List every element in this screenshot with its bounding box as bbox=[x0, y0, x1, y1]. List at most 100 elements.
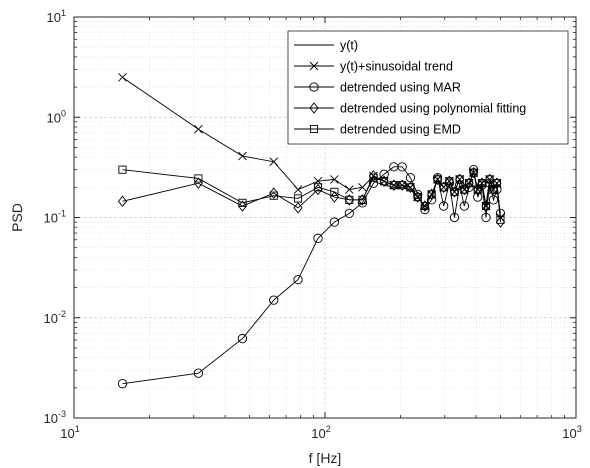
series-5-point bbox=[194, 174, 203, 183]
series-4-point bbox=[444, 175, 454, 187]
series-3-point bbox=[269, 295, 279, 305]
x-tick-label: 103 bbox=[562, 424, 581, 441]
series-2-point-stroke bbox=[194, 124, 203, 134]
y-tick-exponent: 0 bbox=[61, 108, 66, 118]
series-3-point bbox=[459, 201, 469, 211]
series-3-point bbox=[439, 201, 449, 211]
legend-label: y(t) bbox=[340, 39, 358, 53]
y-tick-base: 10 bbox=[44, 411, 58, 426]
series-5-point bbox=[406, 183, 415, 192]
series-5-point bbox=[238, 198, 247, 207]
series-5-point bbox=[477, 179, 487, 188]
series-4-point bbox=[397, 179, 407, 191]
legend-marker bbox=[309, 102, 319, 114]
series-2-point-stroke bbox=[358, 183, 367, 192]
series-3-point bbox=[481, 212, 491, 223]
y-tick-label: 100 bbox=[47, 108, 66, 125]
series-5-point bbox=[398, 181, 407, 190]
series-5-point bbox=[294, 194, 303, 203]
series-4-point bbox=[439, 181, 449, 194]
series-4-point bbox=[405, 181, 416, 194]
x-tick-label: 101 bbox=[60, 424, 79, 441]
legend-label: detrended using polynomial fitting bbox=[340, 102, 526, 116]
x-tick-labels: 101 102 103 bbox=[60, 424, 581, 441]
series-4-point bbox=[379, 175, 389, 187]
y-tick-exponent: 1 bbox=[61, 8, 66, 18]
y-tick-base: 10 bbox=[44, 311, 58, 326]
x-tick-exponent: 1 bbox=[75, 424, 80, 434]
series-4-point bbox=[427, 188, 437, 201]
series-5-point bbox=[445, 177, 454, 186]
series-5-point bbox=[420, 202, 429, 211]
series-3-point bbox=[117, 379, 128, 389]
series-5 bbox=[118, 165, 505, 224]
x-tick-exponent: 2 bbox=[326, 424, 331, 434]
y-tick-base: 10 bbox=[47, 10, 61, 25]
x-tick-exponent: 3 bbox=[577, 424, 582, 434]
series-4-point bbox=[481, 200, 491, 212]
series-2-point bbox=[330, 175, 339, 184]
x-tick-base: 10 bbox=[60, 426, 74, 441]
series-4-point bbox=[389, 179, 399, 191]
series-5-point bbox=[439, 183, 448, 192]
series-5-point bbox=[465, 179, 474, 188]
x-tick-label: 102 bbox=[311, 424, 330, 441]
legend-item: detrended using MAR bbox=[294, 81, 461, 95]
y-tick-exponent: -1 bbox=[58, 209, 66, 219]
series-5-point bbox=[345, 195, 354, 204]
series-5-point bbox=[481, 202, 491, 211]
series-2-point bbox=[118, 73, 127, 82]
series-5-point bbox=[413, 192, 422, 202]
legend-label: detrended using MAR bbox=[340, 81, 461, 95]
legend-item: y(t)+sinusoidal trend bbox=[294, 60, 453, 74]
series-4-point bbox=[459, 183, 469, 196]
series-5-point bbox=[369, 173, 378, 182]
series-5-point bbox=[433, 175, 442, 184]
legend-item: detrended using EMD bbox=[294, 123, 461, 137]
series-4-line bbox=[122, 171, 501, 223]
y-axis-label: PSD bbox=[9, 203, 25, 232]
legend-label: detrended using EMD bbox=[340, 123, 461, 137]
series-3-point bbox=[293, 274, 303, 285]
series-5-point bbox=[492, 179, 501, 188]
series-3 bbox=[117, 162, 506, 389]
series-5-point bbox=[118, 165, 127, 174]
series-2-point bbox=[345, 185, 354, 194]
y-tick-label: 10-2 bbox=[44, 309, 66, 326]
x-axis-label: f [Hz] bbox=[309, 450, 342, 466]
tick-marks bbox=[73, 16, 577, 419]
series-5-line bbox=[122, 169, 501, 220]
series-3-point bbox=[449, 212, 460, 223]
series-3-point bbox=[444, 178, 455, 188]
series-4-point bbox=[357, 194, 368, 206]
legend-item: detrended using polynomial fitting bbox=[294, 102, 526, 116]
series-5-point bbox=[380, 177, 389, 186]
series-2-point-stroke bbox=[345, 185, 354, 194]
y-tick-label: 101 bbox=[47, 8, 66, 25]
legend-label: y(t)+sinusoidal trend bbox=[340, 60, 453, 74]
series-2-point-stroke bbox=[238, 151, 247, 161]
series-2-point bbox=[194, 124, 203, 134]
series-4-point bbox=[449, 186, 460, 198]
series-2-point-stroke bbox=[118, 73, 127, 82]
series-4-point bbox=[495, 216, 506, 228]
series-5-point bbox=[460, 185, 469, 194]
legend: y(t) y(t)+sinusoidal trend detrended using… bbox=[287, 30, 569, 145]
series-5-point bbox=[450, 187, 459, 196]
series-3-point bbox=[193, 368, 204, 378]
series-5-point bbox=[469, 168, 478, 177]
series-4-point bbox=[193, 177, 203, 189]
x-tick-base: 10 bbox=[311, 426, 325, 441]
series-3-point bbox=[368, 178, 379, 188]
series-3-point bbox=[379, 169, 389, 179]
series-4-point bbox=[413, 191, 423, 203]
series-4-point bbox=[237, 200, 248, 212]
series-5-point bbox=[473, 185, 482, 194]
series-3-point bbox=[237, 333, 248, 344]
series-2-point-stroke bbox=[293, 185, 303, 194]
legend-marker bbox=[309, 61, 319, 71]
legend-marker bbox=[309, 82, 319, 92]
series-2-point bbox=[238, 151, 247, 161]
series-2-point-stroke bbox=[269, 157, 279, 167]
